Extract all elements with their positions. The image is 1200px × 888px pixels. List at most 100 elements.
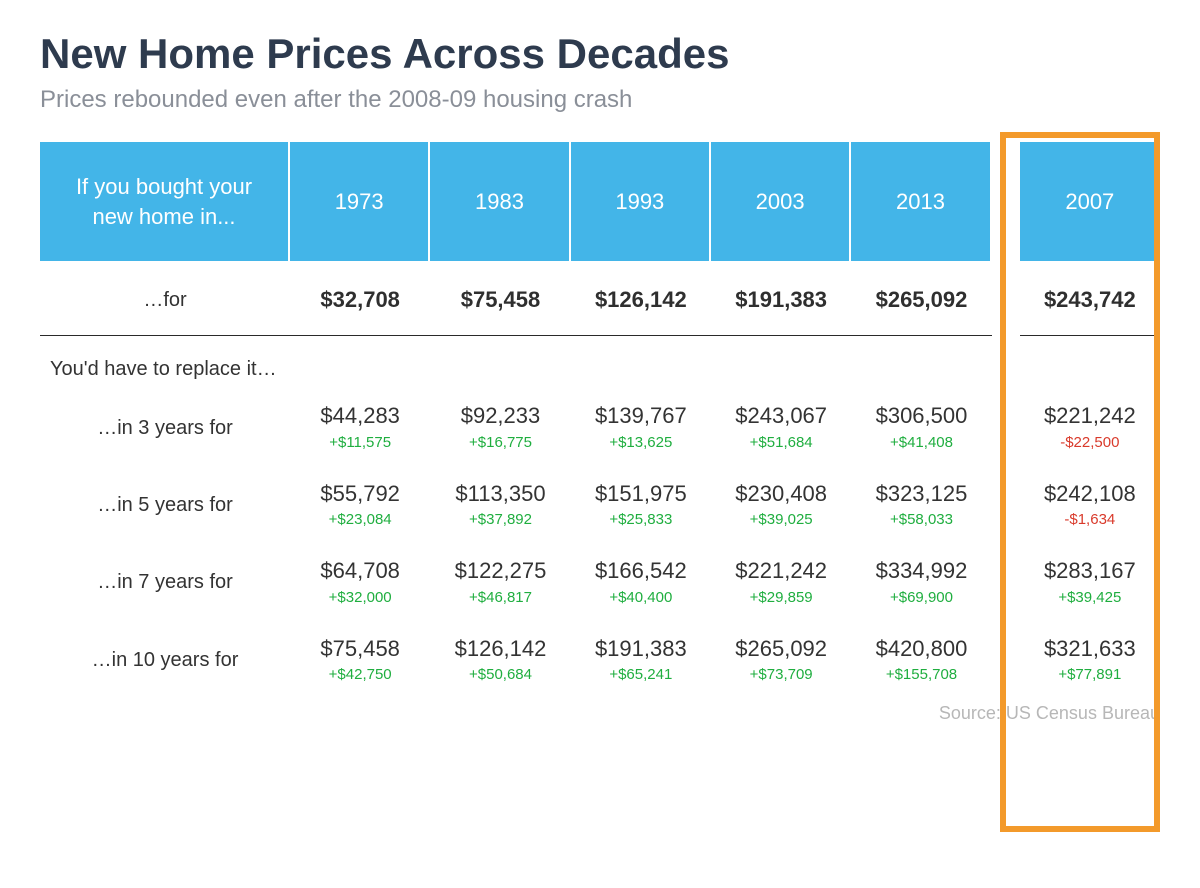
- row-label: …in 5 years for: [40, 467, 290, 544]
- cell-delta: +$25,833: [575, 509, 707, 530]
- page-subtitle: Prices rebounded even after the 2008-09 …: [40, 86, 1160, 114]
- cell-delta: +$51,684: [715, 432, 847, 453]
- price-highlight-cell: $243,742: [1020, 261, 1160, 336]
- value-cell: $64,708 +$32,000: [290, 544, 430, 621]
- table-container: If you bought your new home in... 1973 1…: [40, 142, 1160, 699]
- value-cell: $122,275 +$46,817: [430, 544, 570, 621]
- value-cell: $230,408+$39,025: [711, 467, 851, 544]
- cell-value: $221,242: [715, 558, 847, 584]
- row-label: …in 10 years for: [40, 622, 290, 699]
- value-cell: $139,767 +$13,625: [571, 389, 711, 466]
- cell-value: $92,233: [434, 403, 566, 429]
- header-year: 1993: [571, 142, 711, 261]
- cell-value: $334,992: [855, 558, 987, 584]
- cell-value: $221,242: [1024, 403, 1156, 429]
- header-lead: If you bought your new home in...: [40, 142, 290, 261]
- row-label: …in 3 years for: [40, 389, 290, 466]
- value-cell: $92,233 +$16,775: [430, 389, 570, 466]
- cell-value: $64,708: [294, 558, 426, 584]
- value-cell: $420,800+$155,708: [851, 622, 991, 699]
- cell-delta: -$1,634: [1024, 509, 1156, 530]
- cell-value: $230,408: [715, 481, 847, 507]
- cell-value: $55,792: [294, 481, 426, 507]
- header-year: 2003: [711, 142, 851, 261]
- cell-value: $75,458: [294, 636, 426, 662]
- value-cell: $113,350+$37,892: [430, 467, 570, 544]
- price-cell: $126,142: [571, 261, 711, 336]
- cell-delta: -$22,500: [1024, 432, 1156, 453]
- cell-delta: +$39,025: [715, 509, 847, 530]
- value-cell: $166,542+$40,400: [571, 544, 711, 621]
- value-cell: $243,067+$51,684: [711, 389, 851, 466]
- price-table: If you bought your new home in... 1973 1…: [40, 142, 1160, 699]
- cell-delta: +$11,575: [294, 432, 426, 453]
- cell-value: $321,633: [1024, 636, 1156, 662]
- highlight-cell: $242,108-$1,634: [1020, 467, 1160, 544]
- price-cell: $75,458: [430, 261, 570, 336]
- table-row: …in 7 years for$64,708 +$32,000 $122,275 +$…: [40, 544, 1160, 621]
- value-cell: $306,500 +$41,408: [851, 389, 991, 466]
- value-cell: $323,125+$58,033: [851, 467, 991, 544]
- row-label: …in 7 years for: [40, 544, 290, 621]
- cell-value: $323,125: [855, 481, 987, 507]
- row-label: …for: [40, 261, 290, 336]
- cell-value: $242,108: [1024, 481, 1156, 507]
- price-cell: $265,092: [851, 261, 991, 336]
- source-attribution: Source: US Census Bureau: [40, 703, 1160, 724]
- header-year: 2013: [851, 142, 991, 261]
- cell-value: $420,800: [855, 636, 987, 662]
- replace-caption: You'd have to replace it…: [40, 336, 1160, 389]
- cell-delta: +$155,708: [855, 664, 987, 685]
- cell-delta: +$13,625: [575, 432, 707, 453]
- header-year: 1973: [290, 142, 430, 261]
- price-cell: $32,708: [290, 261, 430, 336]
- value-cell: $151,975+$25,833: [571, 467, 711, 544]
- cell-delta: +$42,750: [294, 664, 426, 685]
- cell-delta: +$41,408: [855, 432, 987, 453]
- value-cell: $126,142+$50,684: [430, 622, 570, 699]
- cell-value: $113,350: [434, 481, 566, 507]
- cell-delta: +$29,859: [715, 587, 847, 608]
- cell-value: $139,767: [575, 403, 707, 429]
- cell-delta: +$37,892: [434, 509, 566, 530]
- cell-delta: +$23,084: [294, 509, 426, 530]
- cell-delta: +$46,817: [434, 587, 566, 608]
- cell-value: $126,142: [434, 636, 566, 662]
- cell-value: $122,275: [434, 558, 566, 584]
- cell-value: $306,500: [855, 403, 987, 429]
- cell-delta: +$50,684: [434, 664, 566, 685]
- cell-delta: +$32,000: [294, 587, 426, 608]
- cell-delta: +$77,891: [1024, 664, 1156, 685]
- cell-value: $283,167: [1024, 558, 1156, 584]
- value-cell: $55,792+$23,084: [290, 467, 430, 544]
- header-row: If you bought your new home in... 1973 1…: [40, 142, 1160, 261]
- cell-value: $44,283: [294, 403, 426, 429]
- highlight-cell: $283,167 +$39,425: [1020, 544, 1160, 621]
- value-cell: $75,458+$42,750: [290, 622, 430, 699]
- column-gap: [992, 544, 1020, 621]
- cell-value: $265,092: [715, 636, 847, 662]
- purchase-price-row: …for $32,708 $75,458 $126,142 $191,383 $…: [40, 261, 1160, 336]
- caption-row: You'd have to replace it…: [40, 336, 1160, 389]
- value-cell: $191,383+$65,241: [571, 622, 711, 699]
- cell-delta: +$58,033: [855, 509, 987, 530]
- cell-delta: +$65,241: [575, 664, 707, 685]
- cell-delta: +$69,900: [855, 587, 987, 608]
- value-cell: $334,992 +$69,900: [851, 544, 991, 621]
- header-year: 1983: [430, 142, 570, 261]
- cell-delta: +$39,425: [1024, 587, 1156, 608]
- column-gap: [992, 261, 1020, 336]
- table-row: …in 3 years for$44,283 +$11,575 $92,233 +$1…: [40, 389, 1160, 466]
- cell-value: $151,975: [575, 481, 707, 507]
- column-gap: [992, 389, 1020, 466]
- column-gap: [992, 622, 1020, 699]
- value-cell: $221,242 +$29,859: [711, 544, 851, 621]
- column-gap: [992, 142, 1020, 261]
- column-gap: [992, 467, 1020, 544]
- cell-delta: +$16,775: [434, 432, 566, 453]
- cell-delta: +$40,400: [575, 587, 707, 608]
- price-cell: $191,383: [711, 261, 851, 336]
- highlight-cell: $321,633+$77,891: [1020, 622, 1160, 699]
- table-row: …in 10 years for$75,458+$42,750$126,142+…: [40, 622, 1160, 699]
- table-row: …in 5 years for$55,792+$23,084$113,350+$…: [40, 467, 1160, 544]
